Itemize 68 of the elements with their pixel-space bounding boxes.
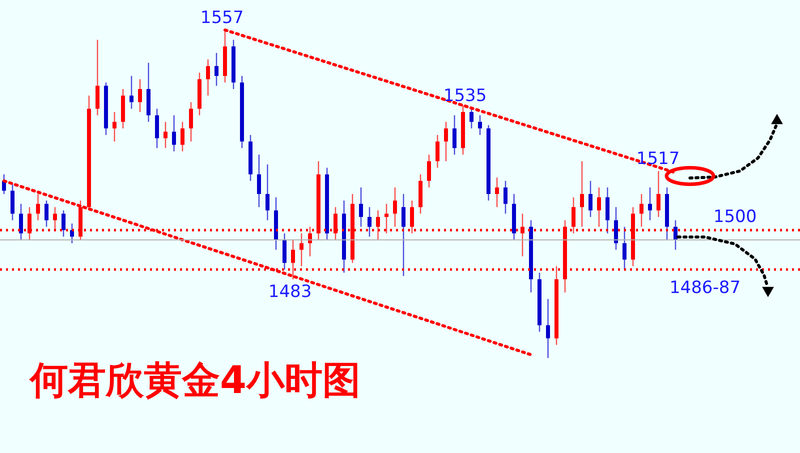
candlestick [61, 210, 66, 238]
text: 何君欣黄金4小时图 [28, 358, 360, 402]
candlestick [435, 134, 440, 168]
candlestick [673, 220, 678, 250]
candlestick [512, 193, 516, 241]
candlestick [154, 108, 159, 149]
candlestick [324, 167, 329, 241]
candlestick [188, 102, 193, 142]
candlestick [588, 180, 592, 218]
candlestick [95, 39, 100, 116]
annotation: 1486-87 [669, 278, 741, 298]
candlestick [180, 121, 184, 152]
candlestick [664, 186, 669, 241]
candlestick [580, 160, 584, 228]
candlestick [358, 186, 363, 228]
candlestick [469, 108, 474, 129]
candlestick [112, 111, 116, 142]
candlestick [367, 206, 372, 238]
candlestick [146, 62, 150, 122]
candlestick [274, 196, 278, 250]
candlestick [605, 186, 610, 234]
candlestick [418, 174, 422, 214]
candlestick [503, 180, 508, 214]
candlestick [231, 39, 236, 90]
candlestick [163, 121, 168, 149]
text: 1500 [713, 207, 757, 227]
candlestick [392, 186, 397, 228]
candlestick [265, 164, 270, 221]
candlestick [2, 174, 6, 195]
candlestick [206, 58, 210, 96]
candlestick [138, 78, 142, 113]
candlestick [639, 193, 644, 228]
candlestick [596, 186, 601, 228]
candlestick [452, 114, 456, 156]
annotation: 1517 [636, 149, 680, 169]
candlestick [401, 193, 406, 277]
candlestick [44, 200, 48, 228]
candlestick [486, 124, 490, 202]
candlestick [537, 272, 542, 332]
candlestick [614, 206, 618, 250]
candlestick [120, 88, 125, 129]
candlestick [10, 184, 14, 221]
candlestick [494, 177, 499, 208]
candlestick [546, 298, 550, 359]
candlestick [197, 72, 202, 116]
annotation: 1483 [268, 282, 312, 302]
candlestick [214, 52, 218, 86]
candlestick [172, 114, 176, 152]
annotation: 1535 [443, 86, 487, 106]
candlestick [342, 200, 346, 274]
candlestick [256, 154, 261, 208]
candlestick [248, 134, 252, 182]
candlestick [656, 170, 660, 218]
candlestick [282, 232, 286, 270]
candlestick [104, 82, 108, 136]
candlestick [622, 226, 626, 270]
candlestick [129, 75, 134, 110]
candlestick [528, 220, 533, 293]
candlestick [426, 154, 431, 188]
candlestick [36, 193, 40, 221]
text: 1557 [200, 8, 244, 28]
candlestick [478, 114, 482, 136]
candlestick [648, 186, 652, 221]
candlestick [240, 75, 244, 149]
candlestick [460, 104, 465, 156]
candlestick [444, 121, 448, 162]
candlestick [299, 232, 304, 267]
candlestick [18, 203, 23, 241]
